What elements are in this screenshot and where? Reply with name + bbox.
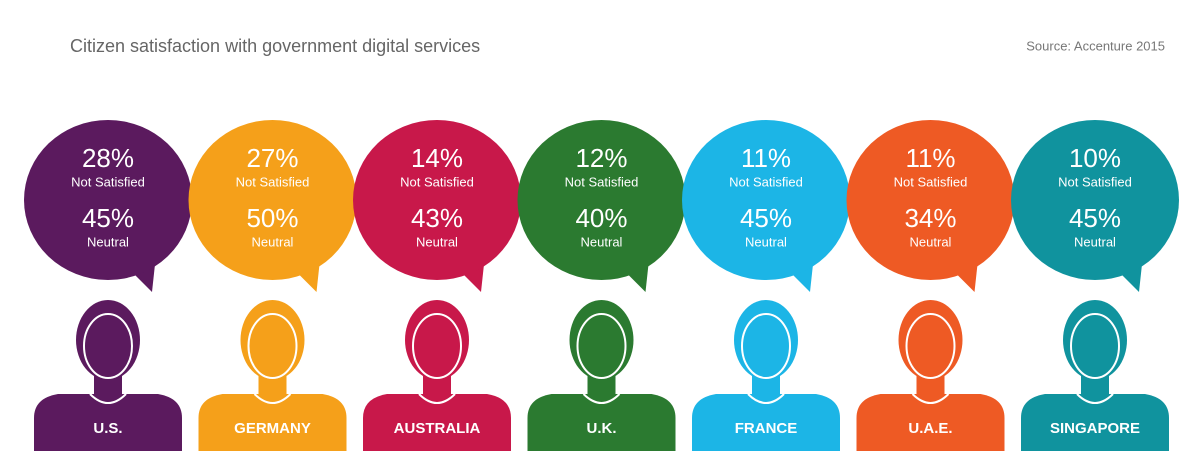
- series-label: Neutral: [1074, 234, 1116, 249]
- country-label: AUSTRALIA: [394, 420, 481, 437]
- value-label: 45%: [1069, 203, 1121, 233]
- collar: [747, 393, 785, 404]
- panel: U.A.E. 11%Not Satisfied 34%Neutral: [846, 120, 1015, 451]
- series-label: Neutral: [910, 234, 952, 249]
- value-label: 45%: [740, 203, 792, 233]
- head: [240, 300, 305, 380]
- face: [247, 313, 298, 379]
- head: [1063, 300, 1127, 380]
- collar: [582, 393, 621, 404]
- value-label: 45%: [82, 203, 134, 233]
- face: [83, 313, 133, 379]
- panel: GERMANY 27%Not Satisfied 50%Neutral: [188, 120, 357, 451]
- shirt: [856, 394, 1005, 451]
- head: [734, 300, 798, 380]
- head: [76, 300, 140, 380]
- shirt: [34, 394, 182, 451]
- value-label: 43%: [411, 203, 463, 233]
- panel: SINGAPORE 10%Not Satisfied 45%Neutral: [1011, 120, 1179, 451]
- series-label: Not Satisfied: [894, 174, 968, 189]
- series-label: Not Satisfied: [71, 174, 145, 189]
- series-label: Neutral: [745, 234, 787, 249]
- face: [905, 313, 956, 379]
- value-label: 28%: [82, 143, 134, 173]
- series-label: Neutral: [416, 234, 458, 249]
- value-label: 27%: [246, 143, 298, 173]
- series-label: Not Satisfied: [729, 174, 803, 189]
- shirt: [198, 394, 347, 451]
- value-label: 12%: [575, 143, 627, 173]
- source: Source: Accenture 2015: [1026, 38, 1165, 53]
- country-label: SINGAPORE: [1050, 420, 1140, 437]
- series-label: Not Satisfied: [236, 174, 310, 189]
- country-label: U.S.: [93, 420, 122, 437]
- value-label: 34%: [904, 203, 956, 233]
- chart-title: Citizen satisfaction with government dig…: [70, 36, 480, 56]
- head: [898, 300, 963, 380]
- bubble: [517, 120, 686, 280]
- series-label: Neutral: [87, 234, 129, 249]
- shirt: [1021, 394, 1169, 451]
- panel: U.S. 28%Not Satisfied 45%Neutral: [24, 120, 192, 451]
- value-label: 10%: [1069, 143, 1121, 173]
- bubble: [24, 120, 192, 280]
- collar: [1076, 393, 1114, 404]
- bubble: [846, 120, 1015, 280]
- series-label: Not Satisfied: [1058, 174, 1132, 189]
- head: [405, 300, 469, 380]
- value-label: 11%: [741, 143, 791, 173]
- country-label: GERMANY: [234, 420, 311, 437]
- bubble: [1011, 120, 1179, 280]
- country-label: FRANCE: [735, 420, 798, 437]
- collar: [911, 393, 950, 404]
- value-label: 50%: [246, 203, 298, 233]
- panel: U.K. 12%Not Satisfied 40%Neutral: [517, 120, 686, 451]
- face: [412, 313, 462, 379]
- bubble: [353, 120, 521, 280]
- value-label: 11%: [905, 143, 955, 173]
- face: [576, 313, 627, 379]
- face: [741, 313, 791, 379]
- series-label: Neutral: [252, 234, 294, 249]
- panel: FRANCE 11%Not Satisfied 45%Neutral: [682, 120, 850, 451]
- value-label: 40%: [575, 203, 627, 233]
- bubble: [682, 120, 850, 280]
- collar: [253, 393, 292, 404]
- shirt: [527, 394, 676, 451]
- series-label: Neutral: [581, 234, 623, 249]
- head: [569, 300, 634, 380]
- country-label: U.A.E.: [908, 420, 952, 437]
- shirt: [692, 394, 840, 451]
- series-label: Not Satisfied: [400, 174, 474, 189]
- collar: [89, 393, 127, 404]
- shirt: [363, 394, 511, 451]
- country-label: U.K.: [587, 420, 617, 437]
- value-label: 14%: [411, 143, 463, 173]
- collar: [418, 393, 456, 404]
- panel: AUSTRALIA 14%Not Satisfied 43%Neutral: [353, 120, 521, 451]
- series-label: Not Satisfied: [565, 174, 639, 189]
- face: [1070, 313, 1120, 379]
- bubble: [188, 120, 357, 280]
